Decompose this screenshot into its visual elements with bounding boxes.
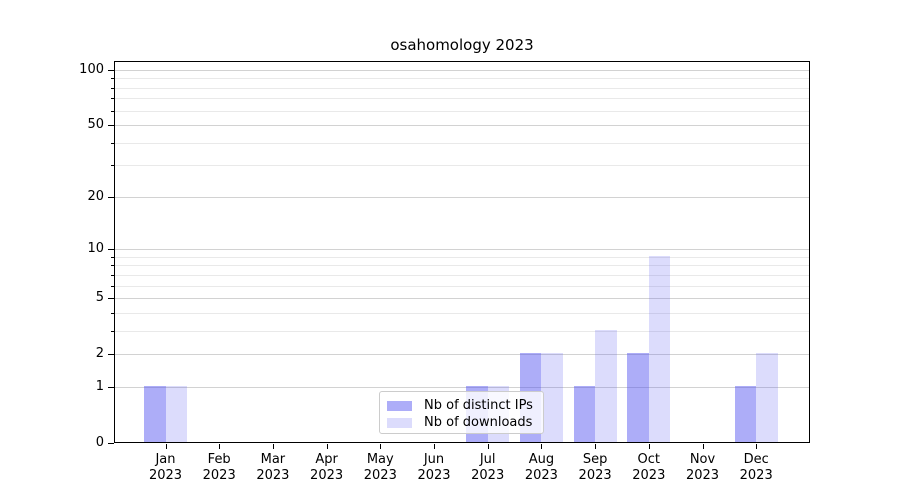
y-tick-mark-100 bbox=[108, 69, 114, 71]
gridline-minor-80 bbox=[115, 87, 809, 89]
y-tick-mark-minor-70 bbox=[111, 98, 114, 100]
legend-item-distinct-ips: Nb of distinct IPs bbox=[387, 398, 535, 414]
x-tick-label-jan: Jan 2023 bbox=[148, 452, 183, 483]
x-tick-label-apr: Apr 2023 bbox=[310, 452, 344, 483]
x-tick-mark-jul bbox=[487, 444, 489, 449]
gridline-minor-70 bbox=[115, 98, 809, 100]
gridline-major-50 bbox=[115, 125, 809, 127]
y-tick-mark-minor-3 bbox=[111, 330, 114, 332]
bar-downloads-sep bbox=[595, 329, 617, 442]
y-tick-mark-minor-4 bbox=[111, 312, 114, 314]
gridline-minor-60 bbox=[115, 110, 809, 112]
x-tick-label-oct: Oct 2023 bbox=[632, 452, 666, 483]
x-tick-mark-aug bbox=[541, 444, 543, 449]
y-tick-mark-5 bbox=[108, 298, 114, 300]
legend-item-downloads: Nb of downloads bbox=[387, 415, 535, 431]
x-tick-mark-jun bbox=[434, 444, 435, 449]
x-tick-mark-sep bbox=[595, 444, 597, 449]
x-tick-label-dec: Dec 2023 bbox=[739, 452, 773, 483]
y-tick-label-1: 1 bbox=[95, 378, 104, 394]
legend-swatch-downloads bbox=[387, 418, 412, 428]
x-tick-label-may: May 2023 bbox=[363, 452, 397, 483]
gridline-major-2 bbox=[115, 354, 809, 356]
x-tick-mark-may bbox=[380, 444, 382, 449]
x-tick-mark-nov bbox=[702, 444, 704, 449]
gridline-major-20 bbox=[115, 196, 809, 198]
y-tick-label-10: 10 bbox=[87, 241, 104, 257]
y-tick-mark-minor-8 bbox=[111, 265, 114, 267]
gridline-minor-90 bbox=[115, 78, 809, 80]
x-tick-mark-oct bbox=[648, 444, 650, 449]
gridline-major-10 bbox=[115, 249, 809, 251]
gridline-minor-7 bbox=[115, 274, 809, 276]
y-tick-label-100: 100 bbox=[79, 61, 104, 77]
y-tick-mark-50 bbox=[108, 125, 114, 127]
gridline-major-100 bbox=[115, 69, 809, 71]
gridline-minor-40 bbox=[115, 142, 809, 144]
y-tick-mark-10 bbox=[108, 249, 114, 251]
plot-area bbox=[114, 61, 810, 443]
gridline-minor-6 bbox=[115, 285, 809, 287]
x-tick-label-jul: Jul 2023 bbox=[471, 452, 505, 483]
bar-downloads-aug bbox=[541, 353, 563, 442]
y-tick-mark-20 bbox=[108, 196, 114, 198]
y-tick-label-5: 5 bbox=[95, 290, 104, 306]
gridline-minor-3 bbox=[115, 330, 809, 332]
legend: Nb of distinct IPs Nb of downloads bbox=[379, 391, 544, 434]
x-tick-label-nov: Nov 2023 bbox=[685, 452, 720, 483]
x-tick-label-aug: Aug 2023 bbox=[524, 452, 558, 483]
y-tick-mark-minor-9 bbox=[111, 256, 114, 258]
y-tick-label-20: 20 bbox=[87, 188, 104, 204]
y-tick-label-2: 2 bbox=[95, 346, 104, 362]
bar-ips-jan bbox=[144, 385, 166, 442]
bar-ips-dec bbox=[734, 385, 757, 442]
y-tick-label-0: 0 bbox=[95, 435, 104, 450]
y-tick-mark-minor-60 bbox=[111, 110, 114, 112]
x-tick-mark-mar bbox=[272, 444, 274, 449]
x-tick-mark-feb bbox=[219, 444, 221, 449]
y-tick-mark-minor-7 bbox=[111, 274, 114, 276]
y-tick-mark-minor-40 bbox=[111, 142, 114, 144]
y-tick-mark-0 bbox=[108, 443, 114, 444]
y-tick-mark-minor-6 bbox=[111, 285, 114, 287]
gridline-minor-9 bbox=[115, 256, 809, 258]
x-tick-label-jun: Jun 2023 bbox=[417, 452, 451, 483]
gridline-minor-8 bbox=[115, 265, 809, 267]
x-tick-mark-jan bbox=[165, 444, 167, 449]
y-tick-label-50: 50 bbox=[87, 117, 104, 133]
gridline-minor-4 bbox=[115, 312, 809, 314]
legend-label-distinct-ips: Nb of distinct IPs bbox=[424, 398, 533, 413]
y-tick-mark-minor-80 bbox=[111, 87, 114, 89]
y-tick-mark-minor-90 bbox=[111, 78, 114, 80]
bar-downloads-oct bbox=[648, 255, 671, 442]
gridline-major-5 bbox=[115, 298, 809, 300]
gridline-minor-30 bbox=[115, 165, 809, 167]
x-tick-mark-dec bbox=[756, 444, 758, 449]
legend-swatch-distinct-ips bbox=[387, 401, 412, 411]
x-tick-mark-apr bbox=[326, 444, 328, 449]
chart-title: osahomology 2023 bbox=[390, 36, 534, 54]
x-tick-label-sep: Sep 2023 bbox=[578, 452, 612, 483]
legend-label-downloads: Nb of downloads bbox=[424, 415, 533, 430]
bar-downloads-dec bbox=[756, 353, 778, 442]
x-tick-label-feb: Feb 2023 bbox=[202, 452, 236, 483]
x-tick-label-mar: Mar 2023 bbox=[256, 452, 290, 483]
y-tick-mark-minor-30 bbox=[111, 165, 114, 167]
y-tick-mark-1 bbox=[108, 386, 114, 388]
bar-ips-oct bbox=[627, 353, 649, 442]
bar-downloads-jan bbox=[165, 385, 187, 442]
y-tick-mark-2 bbox=[108, 354, 114, 356]
bar-ips-sep bbox=[573, 385, 596, 442]
gridline-major-1 bbox=[115, 386, 809, 388]
